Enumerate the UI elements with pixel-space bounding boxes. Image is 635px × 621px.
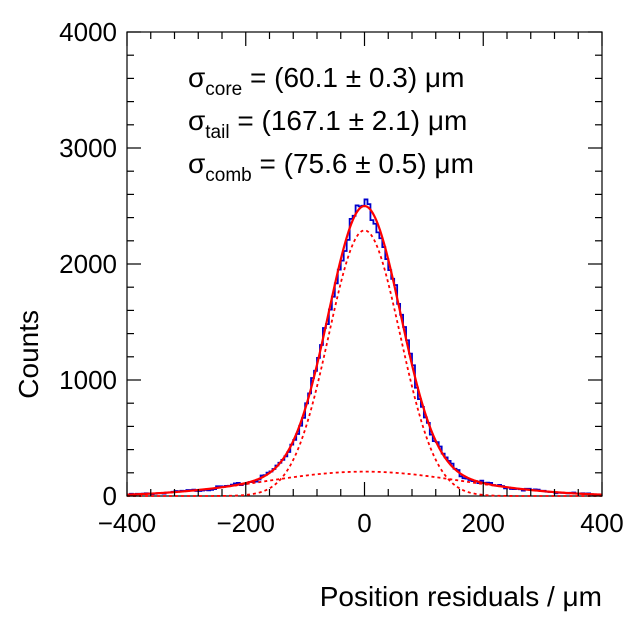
x-axis-label: Position residuals / μm [320,581,602,612]
x-tick-label: −400 [98,508,157,538]
plot-frame [126,31,603,497]
x-tick-label: 200 [462,508,505,538]
combined-fit-curve [126,204,603,496]
y-tick-label: 3000 [59,133,117,163]
sigma-annotation-tail: σtail = (167.1 ± 2.1) μm [188,105,467,143]
sigma-annotation-core: σcore = (60.1 ± 0.3) μm [188,62,464,100]
sigma-annotation-comb: σcomb = (75.6 ± 0.5) μm [188,148,474,186]
y-tick-label: 2000 [59,249,117,279]
histogram-layer [127,198,602,496]
x-tick-label: −200 [216,508,275,538]
y-tick-label: 0 [103,481,117,511]
core-gaussian-curve [127,229,602,497]
x-tick-label: 0 [357,508,371,538]
fit-layer [126,204,603,497]
histogram-steps [127,198,602,496]
ticks [126,31,603,497]
y-tick-label: 1000 [59,365,117,395]
x-tick-label: 400 [580,508,623,538]
annotations: σcore = (60.1 ± 0.3) μm σtail = (167.1 ± … [188,62,474,186]
y-axis-label: Counts [13,310,44,399]
y-tick-label: 4000 [59,17,117,47]
